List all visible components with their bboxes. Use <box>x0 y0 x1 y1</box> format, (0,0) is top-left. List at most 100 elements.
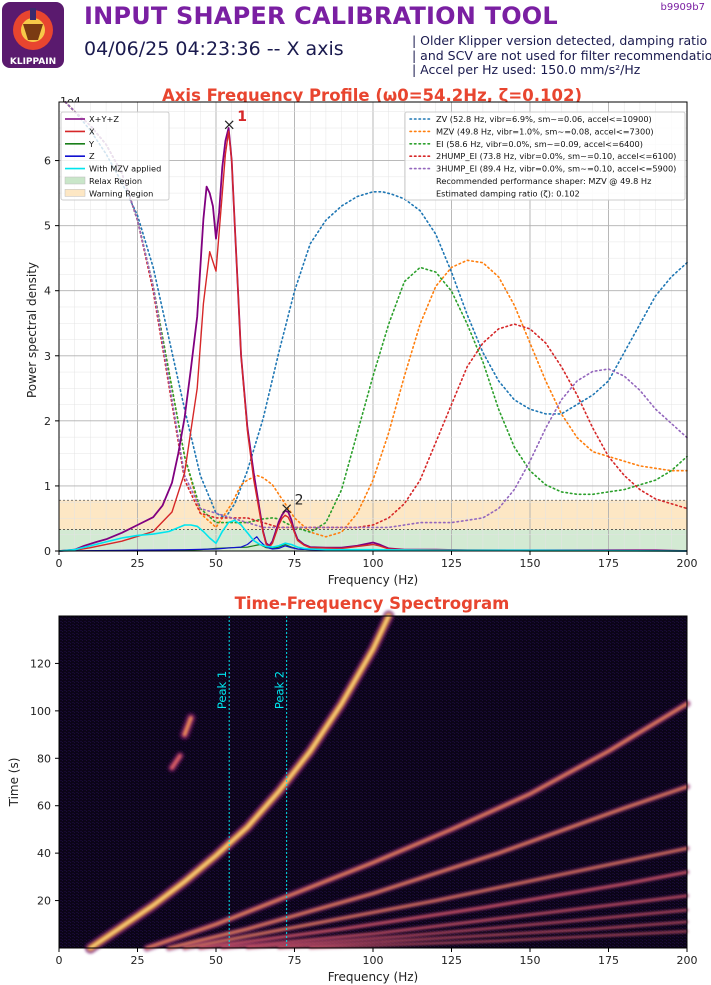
x-tick-label: 0 <box>56 954 63 967</box>
x-ticks: 0 25 50 75 100 125 150 175 200 <box>56 551 698 570</box>
y-tick-label: 120 <box>30 657 51 670</box>
x-axis-label: Frequency (Hz) <box>328 573 419 587</box>
chart-title: Axis Frequency Profile (ω0=54.2Hz, ζ=0.1… <box>162 86 582 105</box>
legend-label: MZV (49.8 Hz, vibr=1.0%, sm~=0.08, accel… <box>436 126 654 136</box>
info-notes: | Older Klipper version detected, dampin… <box>412 33 711 78</box>
legend-label: With MZV applied <box>89 164 161 174</box>
legend-note: Recommended performance shaper: MZV @ 49… <box>436 176 651 186</box>
x-tick-label: 175 <box>598 557 619 570</box>
peak-marker-label: Peak 1 <box>215 671 229 709</box>
legend-entry: 3HUMP_EI (89.4 Hz, vibr=0.0%, sm~=0.10, … <box>409 164 676 174</box>
series-3hump-ei-line <box>64 101 688 529</box>
app-title: INPUT SHAPER CALIBRATION TOOL <box>84 2 558 30</box>
y-tick-label: 4 <box>44 285 51 298</box>
x-tick-label: 150 <box>520 557 541 570</box>
y-axis-label: Power spectral density <box>25 262 39 398</box>
note-line: | and SCV are not used for filter recomm… <box>412 47 711 63</box>
spectrogram-ridge <box>220 893 690 951</box>
x-tick-label: 150 <box>520 954 541 967</box>
legend-entry: X+Y+Z <box>65 114 119 124</box>
legend-right: ZV (52.8 Hz, vibr=6.9%, sm~=0.06, accel<… <box>404 111 686 201</box>
legend-label: Y <box>88 139 95 149</box>
y-ticks: 0 1 2 3 4 5 6 <box>44 155 59 558</box>
legend-note: Estimated damping ratio (ζ): 0.102 <box>436 188 580 198</box>
spec-y-ticks: 20 40 60 80 100 120 <box>30 657 59 908</box>
spectrogram-ridge <box>308 929 689 950</box>
psd-curves-layer <box>58 127 688 552</box>
legend-entry: Warning Region <box>64 188 153 198</box>
series-2hump-ei-line <box>64 101 688 529</box>
spectrogram-chart: Time-Frequency Spectrogram Peak 1 Peak 2 … <box>7 594 698 984</box>
peak-label: 2 <box>295 493 304 509</box>
logo-text: KLIPPAIN <box>10 57 56 67</box>
peak-markers-layer: Peak 1 Peak 2 <box>215 616 288 948</box>
x-tick-label: 75 <box>288 954 302 967</box>
y-tick-label: 3 <box>44 350 51 363</box>
legend-label: Warning Region <box>89 188 153 198</box>
y-tick-label: 1 <box>44 480 51 493</box>
peak-label: 1 <box>237 109 247 125</box>
spectrogram-title: Time-Frequency Spectrogram <box>235 594 510 613</box>
peak-frequency-marker: Peak 1 <box>215 616 230 948</box>
peaks-layer: 12 <box>224 109 304 514</box>
spec-y-axis-label: Time (s) <box>7 758 21 808</box>
spectrogram-ridge <box>165 783 691 952</box>
x-tick-label: 25 <box>131 954 145 967</box>
peak-frequency-marker: Peak 2 <box>273 616 288 948</box>
legend-entry: Z <box>65 151 95 161</box>
legend-entry: EI (58.6 Hz, vibr=0.0%, sm~=0.09, accel<… <box>409 139 643 149</box>
y-tick-label: 2 <box>44 415 51 428</box>
y-tick-label: 40 <box>37 847 51 860</box>
legend-left: X+Y+Z XYZ With MZV applied Relax Region Warn… <box>60 111 170 201</box>
y-tick-label: 80 <box>37 752 51 765</box>
y-tick-label: 100 <box>30 705 51 718</box>
peak-marker: 2 <box>282 493 304 514</box>
x-tick-label: 200 <box>677 557 698 570</box>
x-tick-label: 100 <box>363 954 384 967</box>
legend-label: Z <box>89 151 95 161</box>
peak-marker-label: Peak 2 <box>273 671 287 709</box>
spectrogram-ridge <box>179 712 197 741</box>
series-x-line <box>58 130 688 552</box>
legend-label: EI (58.6 Hz, vibr=0.0%, sm~=0.09, accel<… <box>436 139 643 149</box>
test-timestamp-subtitle: 04/06/25 04:23:36 -- X axis <box>84 38 344 60</box>
legend-label: 2HUMP_EI (73.8 Hz, vibr=0.0%, sm~=0.10, … <box>436 151 676 161</box>
spec-x-axis-label: Frequency (Hz) <box>328 970 419 984</box>
spectrogram-ridge <box>277 920 689 950</box>
version-hash: b9909b7 <box>660 2 705 13</box>
spectrogram-ridge <box>197 869 690 951</box>
spectrogram-ridge <box>84 610 395 954</box>
y-tick-label: 0 <box>44 545 51 558</box>
x-tick-label: 0 <box>56 557 63 570</box>
series-with-mzv-applied-line <box>58 519 688 552</box>
legend-entry: MZV (49.8 Hz, vibr=1.0%, sm~=0.08, accel… <box>409 126 654 136</box>
x-tick-label: 50 <box>209 557 223 570</box>
y-tick-label: 60 <box>37 800 51 813</box>
note-line: | Older Klipper version detected, dampin… <box>412 33 708 48</box>
x-tick-label: 75 <box>288 557 302 570</box>
spectrogram-ridge <box>143 699 691 952</box>
x-tick-label: 100 <box>363 557 384 570</box>
x-tick-label: 50 <box>209 954 223 967</box>
legend-entry: Y <box>65 139 95 149</box>
shaper-curves-layer <box>64 101 688 538</box>
legend-entry: With MZV applied <box>65 164 161 174</box>
y-tick-label: 6 <box>44 155 51 168</box>
series-ei-line <box>64 101 688 533</box>
legend-entry: 2HUMP_EI (73.8 Hz, vibr=0.0%, sm~=0.10, … <box>409 151 676 161</box>
peak-marker: 1 <box>224 109 247 130</box>
legend-label: X+Y+Z <box>89 114 119 124</box>
legend-label: ZV (52.8 Hz, vibr=6.9%, sm~=0.06, accel<… <box>436 114 652 124</box>
note-line: | Accel per Hz used: 150.0 mm/s²/Hz <box>412 62 641 77</box>
legend-entry: ZV (52.8 Hz, vibr=6.9%, sm~=0.06, accel<… <box>409 114 652 124</box>
x-tick-label: 200 <box>677 954 698 967</box>
spec-x-ticks: 0 25 50 75 100 125 150 175 200 <box>56 948 698 967</box>
x-tick-label: 125 <box>441 954 462 967</box>
legend-label: Relax Region <box>89 176 142 186</box>
legend-label: 3HUMP_EI (89.4 Hz, vibr=0.0%, sm~=0.10, … <box>436 164 676 174</box>
spectrogram-background <box>59 616 687 948</box>
x-tick-label: 25 <box>131 557 145 570</box>
spectrogram-ridge <box>167 751 185 773</box>
x-tick-label: 125 <box>441 557 462 570</box>
axis-frequency-profile-chart: Axis Frequency Profile (ω0=54.2Hz, ζ=0.1… <box>25 86 698 587</box>
